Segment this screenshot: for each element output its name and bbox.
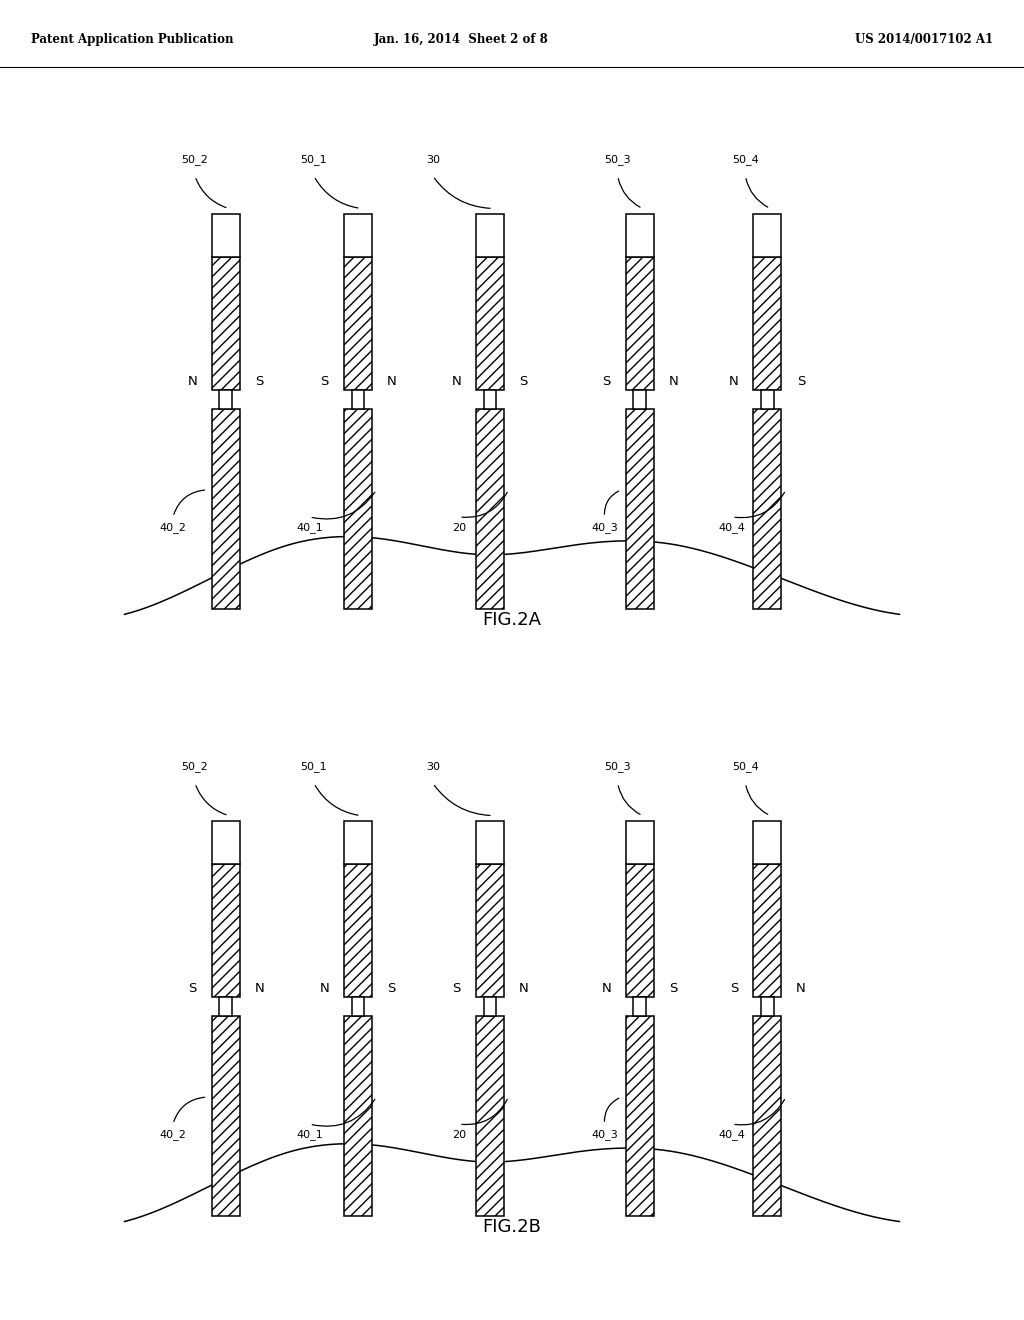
Bar xyxy=(634,389,646,409)
Text: US 2014/0017102 A1: US 2014/0017102 A1 xyxy=(855,33,993,46)
Text: S: S xyxy=(188,982,197,995)
Text: S: S xyxy=(387,982,395,995)
Text: N: N xyxy=(518,982,528,995)
Bar xyxy=(754,409,781,609)
Text: 40_4: 40_4 xyxy=(719,523,745,533)
Bar xyxy=(634,997,646,1016)
Bar xyxy=(476,821,504,865)
Bar xyxy=(626,1016,653,1216)
Text: S: S xyxy=(730,982,738,995)
Bar xyxy=(219,997,232,1016)
Bar xyxy=(761,389,774,409)
Text: 40_4: 40_4 xyxy=(719,1130,745,1140)
Text: 50_2: 50_2 xyxy=(181,154,208,165)
Text: 20: 20 xyxy=(453,1130,466,1140)
Bar xyxy=(212,1016,240,1216)
Bar xyxy=(754,214,781,257)
Bar xyxy=(754,865,781,997)
Text: 50_1: 50_1 xyxy=(300,762,328,772)
Text: S: S xyxy=(255,375,263,388)
Text: Patent Application Publication: Patent Application Publication xyxy=(31,33,233,46)
Text: N: N xyxy=(729,375,738,388)
Text: 40_1: 40_1 xyxy=(296,523,323,533)
Bar xyxy=(344,821,372,865)
Bar xyxy=(626,821,653,865)
Bar xyxy=(483,389,497,409)
Bar xyxy=(212,257,240,389)
Bar xyxy=(351,997,365,1016)
Text: 50_2: 50_2 xyxy=(181,762,208,772)
Text: N: N xyxy=(601,982,611,995)
Bar xyxy=(626,865,653,997)
Text: 50_3: 50_3 xyxy=(604,762,631,772)
Text: N: N xyxy=(187,375,198,388)
Text: N: N xyxy=(386,375,396,388)
Bar xyxy=(351,389,365,409)
Text: FIG.2A: FIG.2A xyxy=(482,611,542,628)
Bar xyxy=(212,821,240,865)
Text: S: S xyxy=(797,375,805,388)
Text: S: S xyxy=(602,375,610,388)
Bar xyxy=(476,257,504,389)
Bar xyxy=(761,997,774,1016)
Bar xyxy=(219,389,232,409)
Text: 40_1: 40_1 xyxy=(296,1130,323,1140)
Text: S: S xyxy=(453,982,461,995)
Bar xyxy=(476,409,504,609)
Bar xyxy=(212,865,240,997)
Text: N: N xyxy=(796,982,806,995)
Bar xyxy=(754,257,781,389)
Bar xyxy=(212,214,240,257)
Text: 50_3: 50_3 xyxy=(604,154,631,165)
Text: 40_3: 40_3 xyxy=(591,1130,617,1140)
Text: N: N xyxy=(254,982,264,995)
Text: 50_1: 50_1 xyxy=(300,154,328,165)
Bar xyxy=(754,821,781,865)
Text: S: S xyxy=(519,375,527,388)
Text: N: N xyxy=(669,375,678,388)
Bar xyxy=(754,1016,781,1216)
Bar xyxy=(212,409,240,609)
Text: 20: 20 xyxy=(453,523,466,533)
Bar xyxy=(476,214,504,257)
Bar xyxy=(476,865,504,997)
Bar xyxy=(344,1016,372,1216)
Text: 30: 30 xyxy=(426,762,439,772)
Text: 30: 30 xyxy=(426,154,439,165)
Bar xyxy=(344,214,372,257)
Bar xyxy=(344,409,372,609)
Text: 40_2: 40_2 xyxy=(160,523,186,533)
Text: 40_2: 40_2 xyxy=(160,1130,186,1140)
Bar xyxy=(476,1016,504,1216)
Bar xyxy=(626,257,653,389)
Text: FIG.2B: FIG.2B xyxy=(482,1218,542,1236)
Bar xyxy=(626,409,653,609)
Bar xyxy=(344,257,372,389)
Text: S: S xyxy=(321,375,329,388)
Bar xyxy=(483,997,497,1016)
Text: 50_4: 50_4 xyxy=(732,762,759,772)
Text: N: N xyxy=(452,375,462,388)
Text: 40_3: 40_3 xyxy=(591,523,617,533)
Bar xyxy=(626,214,653,257)
Bar xyxy=(344,865,372,997)
Text: N: N xyxy=(319,982,330,995)
Text: 50_4: 50_4 xyxy=(732,154,759,165)
Text: Jan. 16, 2014  Sheet 2 of 8: Jan. 16, 2014 Sheet 2 of 8 xyxy=(374,33,548,46)
Text: S: S xyxy=(669,982,677,995)
